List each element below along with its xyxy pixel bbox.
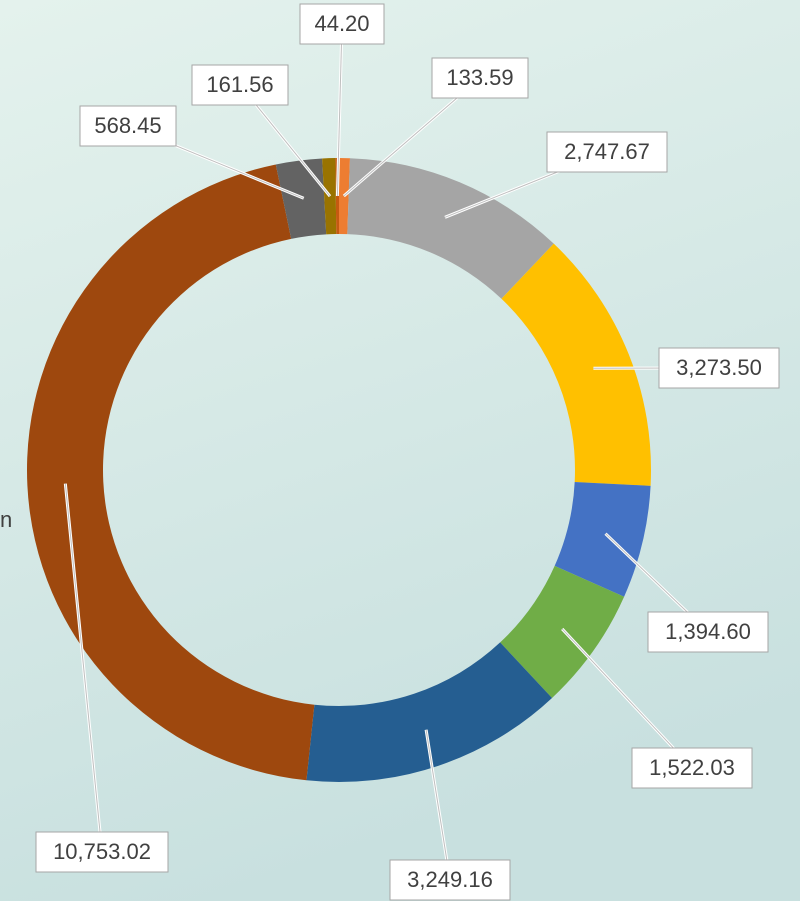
data-label: 1,522.03 (649, 755, 735, 780)
label-box (431, 57, 529, 99)
label-box (658, 347, 780, 389)
callout-line (336, 23, 343, 197)
callout-line (561, 628, 693, 769)
data-label: 2,747.67 (564, 139, 650, 164)
label-box (299, 3, 385, 45)
clipped-legend-text: n (0, 507, 12, 532)
label-box (631, 747, 753, 789)
data-label: 3,273.50 (676, 355, 762, 380)
data-label: 133.59 (446, 65, 513, 90)
data-label: 568.45 (94, 113, 161, 138)
label-box (546, 131, 668, 173)
donut-slice (26, 164, 315, 781)
data-label: 44.20 (314, 11, 369, 36)
label-box (79, 105, 177, 147)
donut-slice (500, 565, 625, 698)
label-box (191, 64, 289, 106)
data-label: 161.56 (206, 72, 273, 97)
data-label: 10,753.02 (53, 839, 151, 864)
callout-line (64, 483, 103, 853)
donut-slice (501, 243, 651, 486)
callout-line (425, 729, 451, 881)
donut-slice (554, 481, 651, 597)
donut-slice (306, 642, 553, 783)
label-box (389, 859, 511, 901)
label-box (35, 831, 169, 873)
data-label: 1,394.60 (665, 619, 751, 644)
data-label: 3,249.16 (407, 867, 493, 892)
label-box (647, 611, 769, 653)
donut-slice (347, 158, 554, 299)
